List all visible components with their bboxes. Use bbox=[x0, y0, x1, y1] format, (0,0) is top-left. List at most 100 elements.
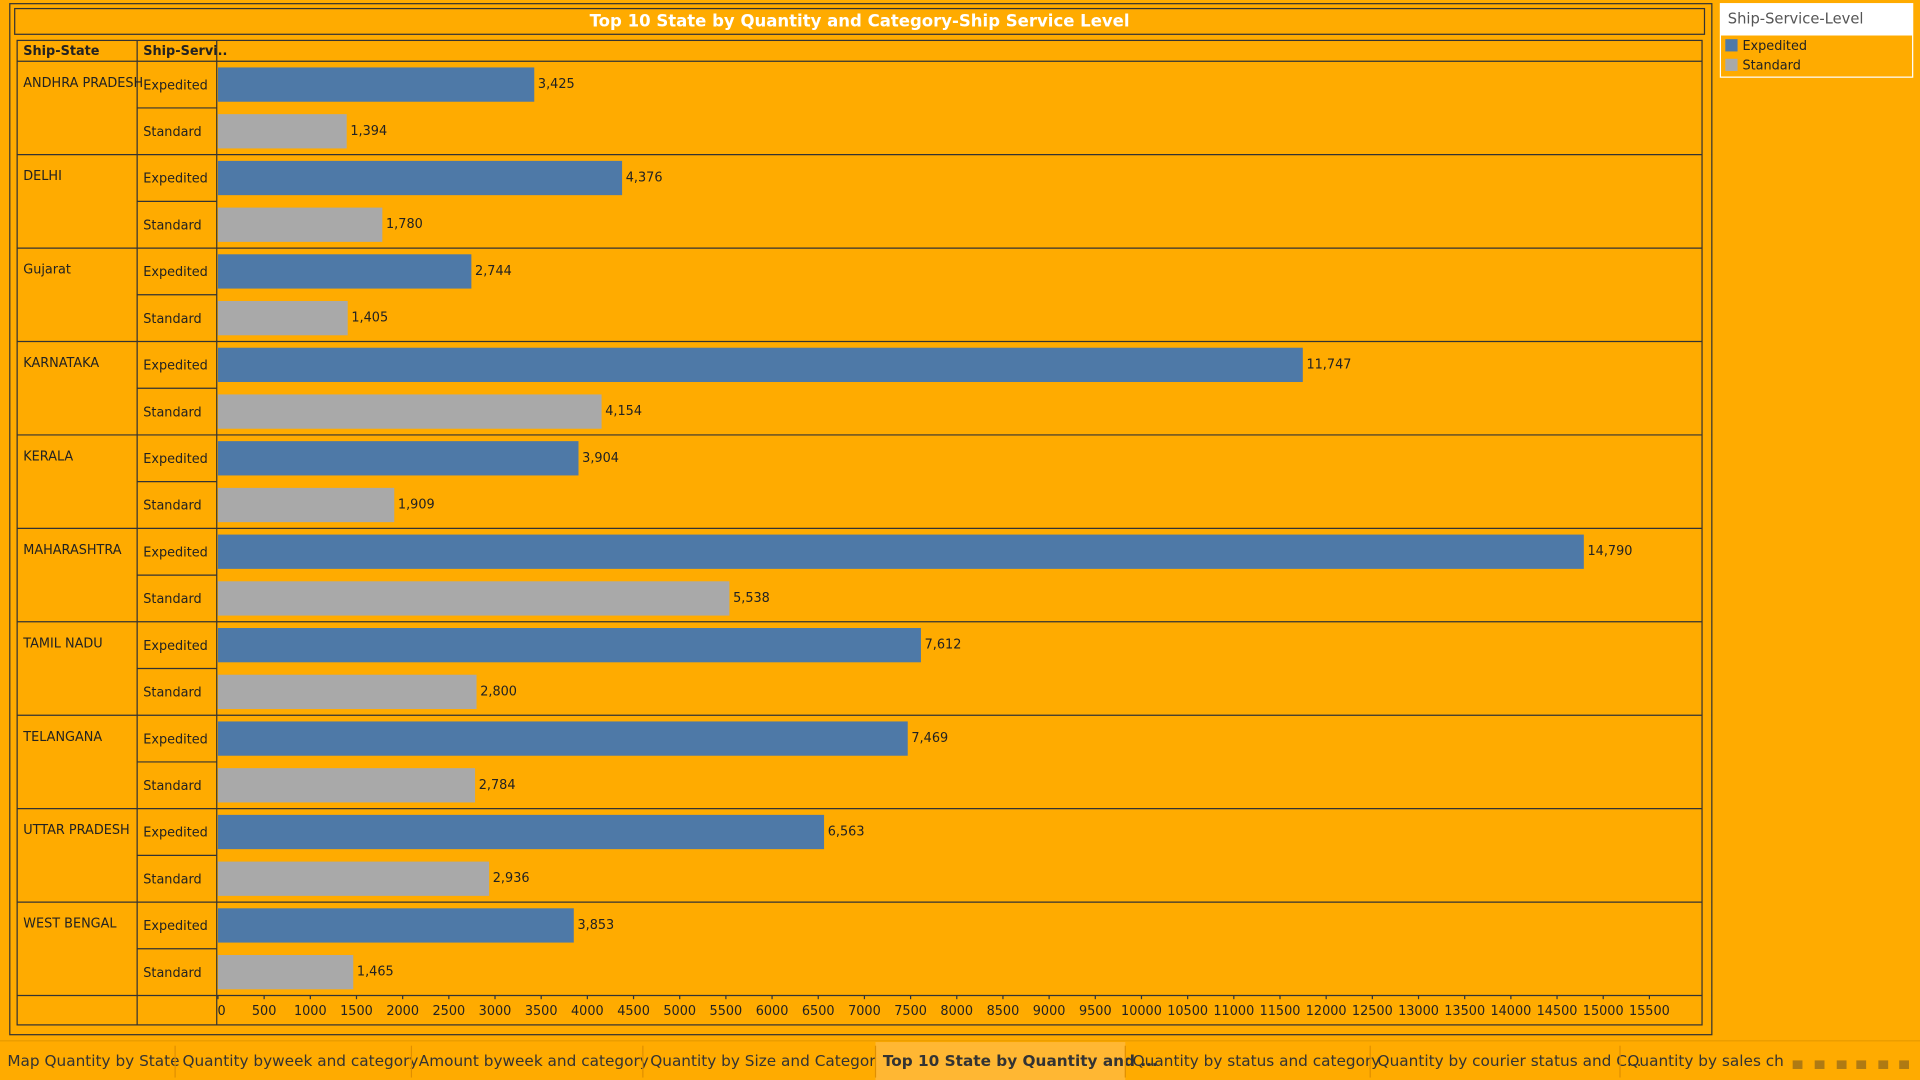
x-tick-label: 7000 bbox=[848, 1004, 881, 1019]
service-label: Standard bbox=[143, 125, 201, 140]
data-label: 7,469 bbox=[911, 731, 948, 746]
bar bbox=[217, 628, 921, 663]
bar bbox=[217, 207, 383, 242]
active-tab bbox=[875, 1042, 1126, 1080]
tab: Top 10 State by Quantity and ... bbox=[883, 1052, 1158, 1070]
service-label: Standard bbox=[143, 499, 201, 514]
data-label: 4,376 bbox=[626, 171, 663, 186]
service-label: Standard bbox=[143, 218, 201, 233]
legend-swatch bbox=[1725, 58, 1738, 72]
data-label: 5,538 bbox=[733, 591, 770, 606]
x-tick-label: 3000 bbox=[479, 1004, 512, 1019]
data-label: 2,800 bbox=[480, 684, 517, 699]
service-label: Expedited bbox=[143, 359, 208, 374]
bar bbox=[217, 347, 1303, 383]
x-tick-label: 4000 bbox=[571, 1004, 604, 1019]
table-frame bbox=[16, 39, 1703, 1026]
x-tick-label: 7500 bbox=[894, 1004, 927, 1019]
x-tick-label: 4500 bbox=[617, 1004, 650, 1019]
x-tick-label: 15500 bbox=[1629, 1004, 1670, 1019]
data-label: 6,563 bbox=[828, 825, 865, 840]
bar bbox=[217, 768, 476, 803]
legend-swatch bbox=[1725, 39, 1738, 52]
data-label: 3,904 bbox=[582, 451, 619, 466]
bar bbox=[217, 301, 348, 336]
control-icon bbox=[1814, 1060, 1825, 1069]
service-label: Standard bbox=[143, 312, 201, 327]
service-label: Expedited bbox=[143, 265, 208, 280]
bar bbox=[217, 254, 472, 289]
x-tick-label: 9500 bbox=[1079, 1004, 1112, 1019]
x-tick-label: 13000 bbox=[1398, 1004, 1439, 1019]
x-tick-label: 12000 bbox=[1306, 1004, 1347, 1019]
service-label: Standard bbox=[143, 872, 201, 887]
service-label: Expedited bbox=[143, 639, 208, 654]
control-icon bbox=[1899, 1060, 1909, 1069]
legend-header bbox=[1720, 3, 1913, 36]
service-label: Expedited bbox=[143, 452, 208, 467]
bar bbox=[217, 394, 602, 429]
legend-title: Ship-Service-Level bbox=[1728, 11, 1864, 28]
column-header: Ship-State bbox=[23, 44, 100, 59]
state-label: KERALA bbox=[23, 449, 73, 464]
x-tick-label: 1500 bbox=[340, 1004, 373, 1019]
data-label: 14,790 bbox=[1588, 544, 1633, 559]
column-header: Ship-Servi.. bbox=[143, 44, 227, 59]
tab: Map Quantity by State bbox=[7, 1052, 179, 1070]
x-tick-label: 11500 bbox=[1260, 1004, 1301, 1019]
x-tick-label: 1000 bbox=[294, 1004, 327, 1019]
x-tick-label: 10500 bbox=[1167, 1004, 1208, 1019]
x-tick-label: 9000 bbox=[1033, 1004, 1066, 1019]
data-label: 3,425 bbox=[538, 77, 575, 92]
control-icon bbox=[1856, 1060, 1867, 1069]
bar bbox=[217, 814, 825, 850]
bar bbox=[217, 487, 395, 523]
service-label: Expedited bbox=[143, 78, 208, 93]
state-label: KARNATAKA bbox=[23, 356, 99, 371]
service-label: Standard bbox=[143, 686, 201, 701]
x-tick-label: 12500 bbox=[1352, 1004, 1393, 1019]
service-label: Expedited bbox=[143, 172, 208, 187]
data-label: 1,465 bbox=[357, 965, 394, 980]
tab: Quantity byweek and category bbox=[182, 1052, 418, 1070]
data-label: 1,780 bbox=[386, 217, 423, 232]
x-tick-label: 5000 bbox=[663, 1004, 696, 1019]
bar bbox=[217, 674, 477, 710]
service-label: Expedited bbox=[143, 545, 208, 560]
data-label: 2,784 bbox=[479, 778, 516, 793]
data-label: 1,405 bbox=[351, 311, 388, 326]
control-icon bbox=[1792, 1060, 1803, 1069]
service-label: Standard bbox=[143, 966, 201, 981]
data-label: 3,853 bbox=[577, 918, 614, 933]
legend-label: Expedited bbox=[1742, 39, 1807, 54]
x-tick-label: 11000 bbox=[1213, 1004, 1254, 1019]
tab: Quantity by Size and Category bbox=[650, 1052, 884, 1070]
x-tick-label: 6000 bbox=[756, 1004, 789, 1019]
service-label: Expedited bbox=[143, 826, 208, 841]
data-label: 11,747 bbox=[1306, 357, 1351, 372]
x-tick-label: 15000 bbox=[1583, 1004, 1624, 1019]
tab: Quantity by courier status and C... bbox=[1378, 1052, 1642, 1070]
x-tick-label: 14000 bbox=[1490, 1004, 1531, 1019]
x-tick-label: 2500 bbox=[432, 1004, 465, 1019]
bar bbox=[217, 908, 574, 943]
x-tick-label: 5500 bbox=[710, 1004, 743, 1019]
control-icon bbox=[1836, 1060, 1847, 1069]
tab: Quantity by sales cha bbox=[1627, 1052, 1793, 1070]
data-label: 2,744 bbox=[475, 264, 512, 279]
service-label: Standard bbox=[143, 592, 201, 607]
state-label: Gujarat bbox=[23, 263, 71, 278]
bar bbox=[217, 160, 623, 196]
x-tick-label: 10000 bbox=[1121, 1004, 1162, 1019]
bar bbox=[217, 861, 490, 896]
data-label: 1,394 bbox=[350, 124, 387, 139]
x-tick-label: 13500 bbox=[1444, 1004, 1485, 1019]
x-tick-label: 8000 bbox=[940, 1004, 973, 1019]
x-tick-label: 500 bbox=[252, 1004, 277, 1019]
state-label: TELANGANA bbox=[22, 730, 102, 745]
state-label: WEST BENGAL bbox=[23, 917, 117, 932]
bar bbox=[217, 534, 1584, 569]
data-label: 7,612 bbox=[925, 638, 962, 653]
data-label: 1,909 bbox=[398, 498, 435, 513]
